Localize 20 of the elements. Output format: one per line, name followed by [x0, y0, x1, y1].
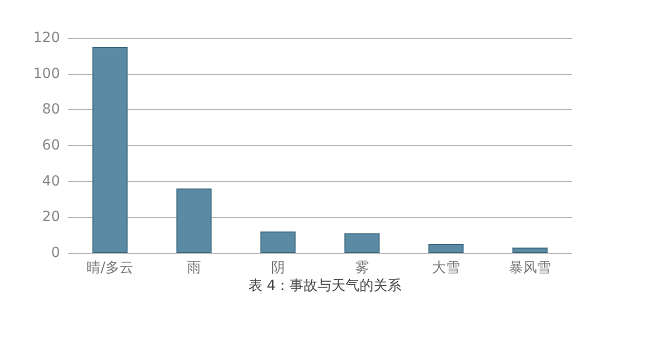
y-tick-label: 120	[33, 30, 60, 46]
y-tick-label: 60	[42, 138, 60, 154]
y-tick-label: 0	[51, 245, 60, 261]
bar	[260, 232, 296, 253]
x-tick-label: 大雪	[432, 260, 460, 276]
x-tick-label: 暴风雪	[509, 260, 551, 276]
x-tick-label: 阴	[271, 260, 285, 276]
y-tick-label: 20	[42, 209, 60, 226]
bar	[176, 188, 212, 253]
bar	[428, 244, 464, 253]
y-tick-label: 40	[42, 173, 60, 190]
bar	[92, 46, 128, 253]
y-tick-label: 80	[42, 102, 60, 118]
x-tick-label: 雾	[355, 260, 369, 276]
x-tick-label: 晴/多云	[86, 260, 134, 276]
text: 表 4：事故与天气的关系	[248, 278, 402, 294]
bar	[512, 248, 548, 253]
bar	[344, 233, 380, 253]
y-tick-label: 100	[33, 66, 60, 82]
x-tick-label: 雨	[187, 260, 201, 276]
